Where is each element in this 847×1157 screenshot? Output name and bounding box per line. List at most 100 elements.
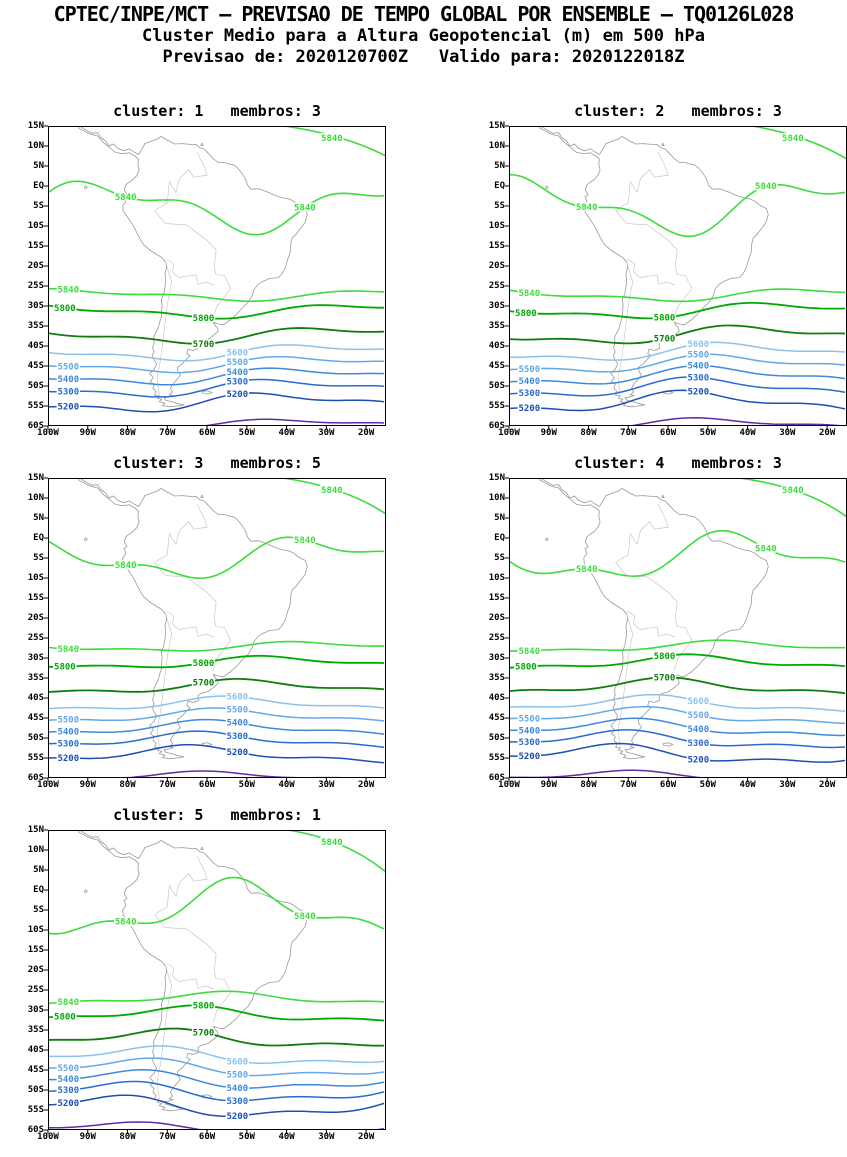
- lat-tick-label: 25S: [27, 633, 44, 643]
- contour-label-5300: 5300: [57, 1086, 79, 1096]
- lat-axis: 15N 10N 5N EQ 5S 10S 15S 20S 25S 30S 35S 40S 45S 50S 5…: [20, 473, 48, 783]
- map-layers: 5840 5840 5840 5840 5800 5800 5700 5600 5500 5500…: [48, 830, 386, 1130]
- contour-5300: [509, 729, 846, 749]
- lat-tick-label: 35S: [27, 321, 44, 331]
- contour-5300: [48, 730, 385, 748]
- contour-5300: [48, 378, 385, 398]
- contour-label-5500: 5500: [226, 706, 248, 716]
- lon-axis: 100W 90W 80W 70W 60W 50W 40W 30W 20W: [498, 778, 847, 792]
- contour-5200: [509, 742, 846, 763]
- contour-5840: [48, 876, 385, 935]
- lat-tick-label: 10N: [488, 493, 505, 503]
- contour-label-5840: 5840: [57, 998, 79, 1008]
- contour-label-5840: 5840: [57, 286, 79, 296]
- falkland-islands: [201, 390, 213, 395]
- lon-tick-label: 40W: [278, 428, 295, 438]
- lon-tick-label: 30W: [779, 428, 796, 438]
- contour-5700: [509, 324, 846, 345]
- lat-tick-label: 50S: [27, 381, 44, 391]
- lon-tick-label: 100W: [37, 780, 59, 790]
- lat-tick-label: 35S: [27, 1025, 44, 1035]
- lat-tick-label: 45S: [488, 361, 505, 371]
- lat-tick-label: 20S: [27, 613, 44, 623]
- galapagos-islands: [545, 185, 549, 189]
- contour-label-5840: 5840: [321, 838, 343, 848]
- contour-5500: [48, 355, 385, 374]
- country-border: [154, 885, 232, 1023]
- panel-title: cluster: 5 membros: 1: [113, 806, 321, 824]
- lat-tick-label: 60S: [27, 1125, 44, 1135]
- lat-tick-label: 30S: [27, 301, 44, 311]
- contour-label-5700: 5700: [193, 340, 215, 350]
- contour-label-5500: 5500: [57, 1064, 79, 1074]
- contour-5700: [509, 676, 846, 695]
- contour-5840: [509, 639, 845, 652]
- contour-label-5200: 5200: [518, 752, 540, 762]
- contour-5840: [48, 640, 384, 652]
- lat-tick-label: EQ: [33, 181, 44, 191]
- figure-header: CPTEC/INPE/MCT — PREVISAO DE TEMPO GLOBA…: [0, 0, 847, 68]
- lon-tick-label: 50W: [238, 428, 255, 438]
- lon-tick-label: 60W: [198, 428, 216, 438]
- contour-label-5400: 5400: [518, 377, 540, 387]
- contour-label-5300: 5300: [687, 373, 709, 383]
- panel-body: 15N 10N 5N EQ 5S 10S 15S 20S 25S 30S 35S 40S 45S 50S 5…: [481, 473, 847, 783]
- lon-tick-label: 60W: [659, 428, 677, 438]
- lon-tick-label: 40W: [739, 780, 756, 790]
- lat-tick-label: 10N: [27, 845, 44, 855]
- cluster-panel-2: cluster: 2 membros: 3 15N 10N 5N EQ 5S 10S 15S 2…: [481, 102, 847, 440]
- country-border: [156, 963, 173, 1100]
- contour-label-5840: 5840: [294, 204, 316, 214]
- map-layers: 5840 5840 5840 5840 5800 5800 5700 5600 5500 5500…: [48, 478, 386, 778]
- contour-label-5400: 5400: [226, 719, 248, 729]
- country-border: [154, 533, 232, 671]
- contour-5500: [509, 353, 846, 373]
- contour-label-5700: 5700: [193, 678, 215, 688]
- contour-label-5200: 5200: [226, 1112, 248, 1122]
- contour-5800: [48, 654, 385, 669]
- contour-5700: [48, 1027, 385, 1047]
- contour-5300: [48, 1080, 385, 1102]
- lat-tick-label: 10S: [27, 925, 44, 935]
- lon-tick-label: 50W: [238, 780, 255, 790]
- lat-tick-label: 10N: [488, 141, 505, 151]
- lat-tick-label: 5S: [33, 201, 44, 211]
- contour-label-5840: 5840: [782, 486, 804, 496]
- lat-tick-label: 30S: [27, 1005, 44, 1015]
- contour-label-5840: 5840: [294, 536, 316, 546]
- lon-tick-label: 20W: [357, 780, 375, 790]
- lat-axis: 15N 10N 5N EQ 5S 10S 15S 20S 25S 30S 35S 40S 45S 50S 5…: [481, 473, 509, 783]
- contour-label-5800: 5800: [54, 304, 76, 314]
- contour-label-5200: 5200: [687, 756, 709, 766]
- contour-label-5800: 5800: [193, 659, 215, 669]
- trinidad-island: [200, 494, 204, 498]
- lat-tick-label: 55S: [488, 401, 505, 411]
- contour-label-5800: 5800: [54, 663, 76, 673]
- contour-label-5400: 5400: [57, 1075, 79, 1085]
- contour-label-5300: 5300: [57, 740, 79, 750]
- contour-label-5840: 5840: [115, 561, 137, 571]
- contour-5400: [48, 718, 385, 735]
- contour-5840: [509, 173, 846, 238]
- contour-label-5400: 5400: [57, 375, 79, 385]
- lat-tick-label: 25S: [488, 633, 505, 643]
- contour-label-5840: 5840: [115, 193, 137, 203]
- contour-label-5300: 5300: [226, 1097, 248, 1107]
- contour-label-5500: 5500: [226, 1071, 248, 1081]
- contour-label-5840: 5840: [115, 918, 137, 928]
- lat-tick-label: 20S: [27, 261, 44, 271]
- lat-tick-label: 45S: [27, 361, 44, 371]
- panel-title: cluster: 4 membros: 3: [574, 454, 782, 472]
- lat-tick-label: 40S: [27, 693, 44, 703]
- lat-tick-label: 5N: [494, 513, 505, 523]
- lon-tick-label: 70W: [159, 428, 176, 438]
- lat-tick-label: EQ: [494, 533, 505, 543]
- galapagos-islands: [84, 185, 88, 189]
- contour-5840: [509, 288, 846, 303]
- lat-tick-label: 15S: [27, 593, 44, 603]
- contour-label-5500: 5500: [687, 351, 709, 361]
- contour-5840: [282, 478, 386, 515]
- cluster-panel-4: cluster: 4 membros: 3 15N 10N 5N EQ 5S 10S 15S 2…: [481, 454, 847, 792]
